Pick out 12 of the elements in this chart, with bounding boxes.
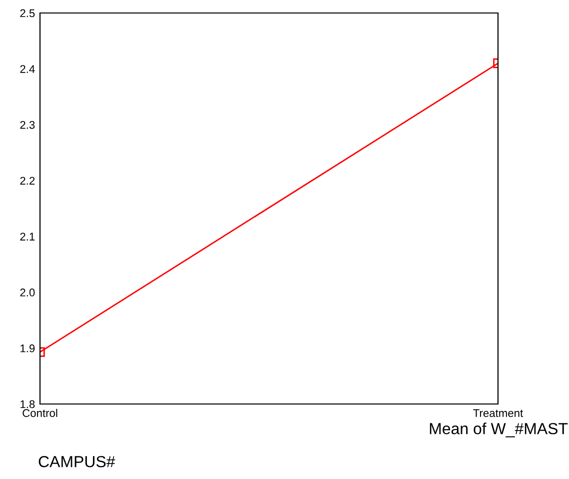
y-tick-label: 2.0 [20,288,35,296]
y-tick-label: 1.9 [20,344,35,352]
text: Mean of W_#MAST [430,422,568,438]
y-tick-label: 1.8 [20,400,35,408]
x-tick-label: Control [22,408,58,418]
y-tick-label: 2.1 [20,232,35,240]
y-tick-label: 2.2 [20,176,35,185]
y-tick-label: 2.5 [20,9,35,18]
x-axis-title: CAMPUS# [38,456,116,468]
y-tick-label: 2.4 [20,65,35,73]
y-tick-label: 2.3 [20,120,35,129]
x-tick-label: Treatment [473,409,524,418]
